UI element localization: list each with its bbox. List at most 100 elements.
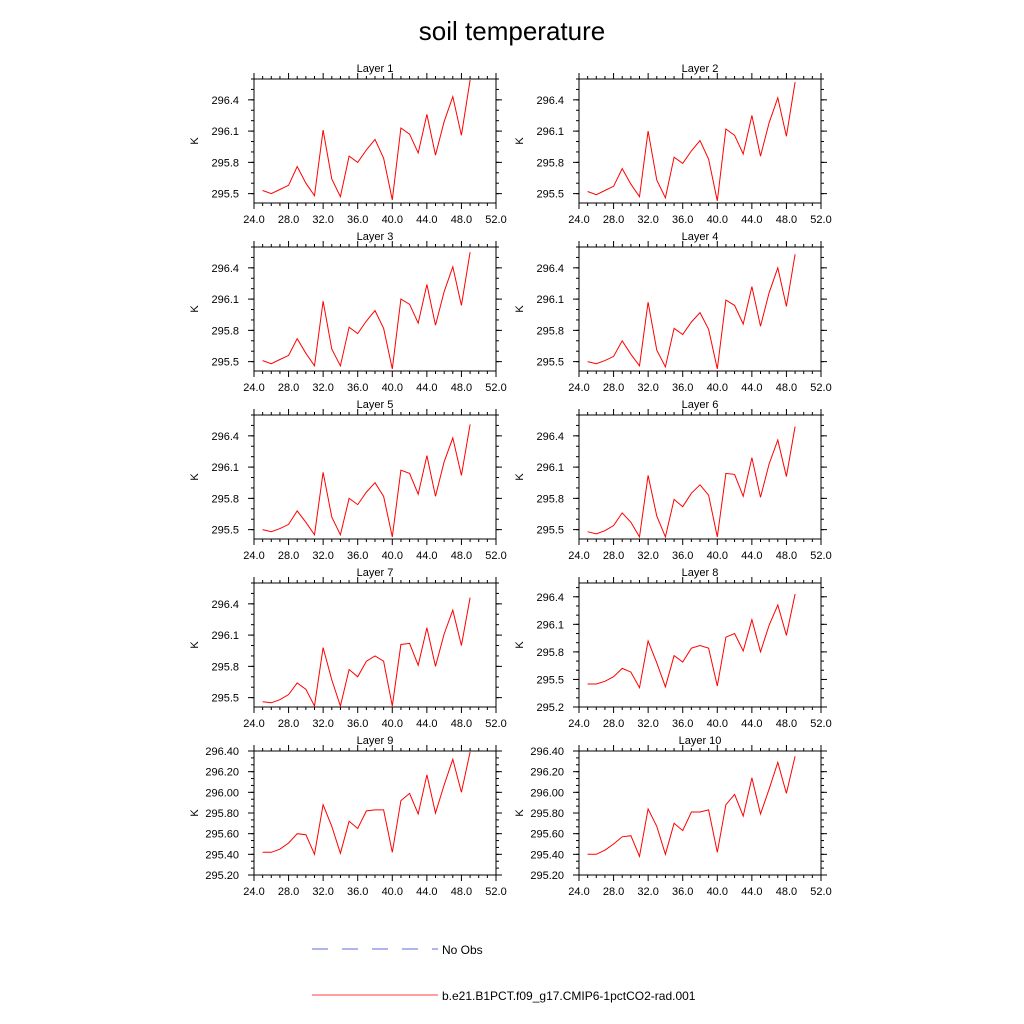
x-tick-label: 24.0 xyxy=(243,550,264,562)
series-line xyxy=(262,424,471,538)
x-tick-label: 28.0 xyxy=(278,214,299,226)
x-tick-label: 36.0 xyxy=(347,718,368,730)
series-line xyxy=(262,252,471,370)
x-tick-label: 52.0 xyxy=(810,550,831,562)
x-tick-label: 44.0 xyxy=(416,718,437,730)
y-tick-label: 296.1 xyxy=(211,126,239,138)
x-tick-label: 36.0 xyxy=(672,214,693,226)
y-tick-label: 295.60 xyxy=(530,829,564,841)
x-tick-label: 48.0 xyxy=(776,550,797,562)
x-tick-label: 48.0 xyxy=(451,382,472,394)
x-tick-label: 28.0 xyxy=(603,382,624,394)
y-tick-label: 295.8 xyxy=(536,493,564,505)
panel-layer-1: Layer 1 K 24.0 28.0 32.0 36.0 40.0 44.0 48.0 52.0… xyxy=(189,63,507,226)
x-tick-label: 36.0 xyxy=(347,886,368,898)
x-tick-label: 44.0 xyxy=(741,718,762,730)
x-tick-label: 44.0 xyxy=(416,382,437,394)
y-tick-label: 295.5 xyxy=(536,357,564,369)
panel-title: Layer 5 xyxy=(357,399,394,411)
y-tick-label: 296.40 xyxy=(205,746,239,758)
x-tick-label: 40.0 xyxy=(707,718,728,730)
x-tick-label: 48.0 xyxy=(451,886,472,898)
y-tick-label: 295.8 xyxy=(211,661,239,673)
x-tick-label: 44.0 xyxy=(741,550,762,562)
y-tick-label: 296.4 xyxy=(536,431,564,443)
y-axis-label: K xyxy=(514,473,526,481)
panel-title: Layer 7 xyxy=(357,567,394,579)
y-tick-label: 295.60 xyxy=(205,829,239,841)
x-tick-label: 36.0 xyxy=(672,718,693,730)
plot-frame xyxy=(253,414,497,540)
x-tick-label: 36.0 xyxy=(347,382,368,394)
x-tick-label: 32.0 xyxy=(637,718,658,730)
panel-title: Layer 3 xyxy=(357,231,394,243)
x-tick-label: 48.0 xyxy=(776,214,797,226)
x-tick-label: 48.0 xyxy=(776,886,797,898)
panel-layer-10: Layer 10 K 24.0 28.0 32.0 36.0 40.0 44.0 48.0 52.… xyxy=(514,735,832,898)
y-tick-label: 295.8 xyxy=(536,157,564,169)
y-tick-label: 296.1 xyxy=(536,462,564,474)
panel-title: Layer 2 xyxy=(682,63,719,75)
y-tick-label: 296.4 xyxy=(211,431,239,443)
y-tick-label: 296.00 xyxy=(530,787,564,799)
x-tick-label: 32.0 xyxy=(312,382,333,394)
panels-grid: Layer 1 K 24.0 28.0 32.0 36.0 40.0 44.0 48.0 52.0… xyxy=(189,63,832,898)
x-tick-label: 28.0 xyxy=(603,550,624,562)
x-tick-label: 48.0 xyxy=(451,718,472,730)
plot-frame xyxy=(253,78,497,204)
y-tick-label: 296.20 xyxy=(205,767,239,779)
x-tick-label: 48.0 xyxy=(776,382,797,394)
x-tick-label: 48.0 xyxy=(451,550,472,562)
y-tick-label: 296.1 xyxy=(211,462,239,474)
x-tick-label: 32.0 xyxy=(312,886,333,898)
panel-layer-9: Layer 9 K 24.0 28.0 32.0 36.0 40.0 44.0 48.0 52.0… xyxy=(189,735,507,898)
legend-model-label: b.e21.B1PCT.f09_g17.CMIP6-1pctCO2-rad.00… xyxy=(442,989,696,1003)
y-tick-label: 295.80 xyxy=(530,808,564,820)
series-line xyxy=(587,82,796,202)
y-axis-label: K xyxy=(189,473,201,481)
x-tick-label: 28.0 xyxy=(603,718,624,730)
y-tick-label: 296.1 xyxy=(536,619,564,631)
panel-layer-2: Layer 2 K 24.0 28.0 32.0 36.0 40.0 44.0 48.0 52.0… xyxy=(514,63,832,226)
y-tick-label: 296.1 xyxy=(536,294,564,306)
x-tick-label: 36.0 xyxy=(672,550,693,562)
y-tick-label: 295.5 xyxy=(211,189,239,201)
y-axis-label: K xyxy=(514,641,526,649)
panel-layer-8: Layer 8 K 24.0 28.0 32.0 36.0 40.0 44.0 48.0 52.0… xyxy=(514,567,832,730)
x-tick-label: 24.0 xyxy=(243,382,264,394)
y-tick-label: 296.1 xyxy=(211,630,239,642)
panel-layer-7: Layer 7 K 24.0 28.0 32.0 36.0 40.0 44.0 48.0 52.0… xyxy=(189,567,507,730)
x-tick-label: 24.0 xyxy=(568,886,589,898)
x-tick-label: 24.0 xyxy=(568,718,589,730)
series-line xyxy=(262,597,471,708)
x-tick-label: 24.0 xyxy=(568,214,589,226)
y-tick-label: 295.5 xyxy=(536,189,564,201)
panel-layer-5: Layer 5 K 24.0 28.0 32.0 36.0 40.0 44.0 48.0 52.0… xyxy=(189,399,507,562)
y-tick-label: 296.40 xyxy=(530,746,564,758)
x-tick-label: 28.0 xyxy=(603,214,624,226)
x-tick-label: 32.0 xyxy=(637,550,658,562)
panel-title: Layer 4 xyxy=(682,231,719,243)
x-tick-label: 40.0 xyxy=(707,886,728,898)
x-tick-label: 36.0 xyxy=(347,550,368,562)
x-tick-label: 40.0 xyxy=(707,550,728,562)
x-tick-label: 40.0 xyxy=(382,886,403,898)
series-line xyxy=(587,756,796,859)
x-tick-label: 52.0 xyxy=(485,382,506,394)
y-tick-label: 296.1 xyxy=(536,126,564,138)
figure-title: soil temperature xyxy=(419,16,605,46)
x-tick-label: 52.0 xyxy=(485,214,506,226)
y-axis-label: K xyxy=(514,305,526,313)
y-axis-label: K xyxy=(189,809,201,817)
panel-title: Layer 6 xyxy=(682,399,719,411)
x-tick-label: 44.0 xyxy=(416,214,437,226)
series-line xyxy=(587,254,796,370)
y-tick-label: 295.8 xyxy=(211,493,239,505)
y-tick-label: 295.40 xyxy=(205,849,239,861)
x-tick-label: 32.0 xyxy=(312,550,333,562)
x-tick-label: 40.0 xyxy=(707,382,728,394)
series-line xyxy=(262,79,471,201)
x-tick-label: 40.0 xyxy=(382,382,403,394)
y-axis-label: K xyxy=(189,137,201,145)
y-tick-label: 295.5 xyxy=(211,693,239,705)
